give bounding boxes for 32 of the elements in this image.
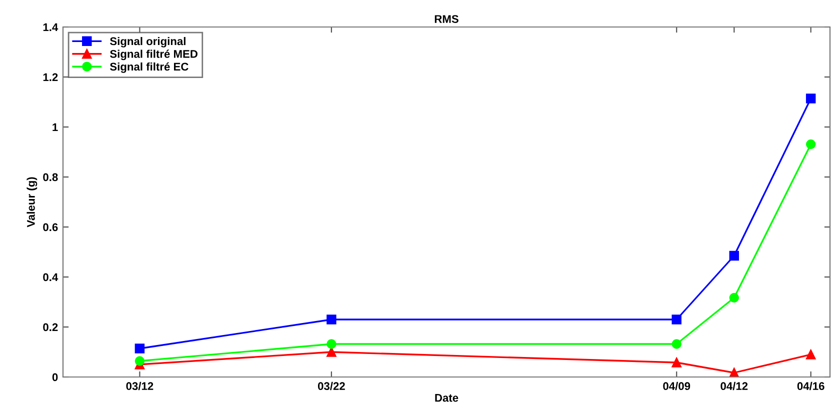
x-tick-label: 04/16 <box>797 382 824 390</box>
point <box>672 314 682 324</box>
y-tick-label: 1 <box>52 123 58 132</box>
x-tick-label: 03/12 <box>126 382 154 390</box>
y-tick-label: 0.6 <box>43 223 58 232</box>
x-tick-label: 03/22 <box>318 382 345 390</box>
y-axis-title: Valeur (g) <box>26 177 38 228</box>
y-tick-label: 0.4 <box>43 273 58 282</box>
y-tick-label: 1.2 <box>43 73 58 82</box>
point <box>806 350 816 360</box>
point <box>806 94 816 104</box>
point <box>134 356 145 366</box>
legend-label: Signal filtré MED <box>110 50 198 60</box>
point <box>672 339 682 349</box>
point <box>326 314 336 324</box>
point <box>326 339 336 349</box>
point <box>134 344 145 354</box>
point <box>729 250 739 261</box>
point <box>729 292 739 303</box>
y-tick-label: 0.2 <box>43 323 58 332</box>
x-axis-title: Date <box>435 394 458 402</box>
x-tick-label: 04/09 <box>663 382 690 390</box>
point <box>672 358 682 368</box>
x-tick-label: 04/12 <box>720 382 748 390</box>
chart-title: RMS <box>434 15 458 23</box>
legend-label: Signal original <box>110 37 186 48</box>
point <box>806 139 816 150</box>
y-tick-label: 0 <box>52 373 58 382</box>
y-tick-label: 0.8 <box>43 173 58 182</box>
y-tick-label: 1.4 <box>43 23 58 32</box>
legend-label: Signal filtré EC <box>110 62 188 73</box>
point <box>326 347 336 357</box>
